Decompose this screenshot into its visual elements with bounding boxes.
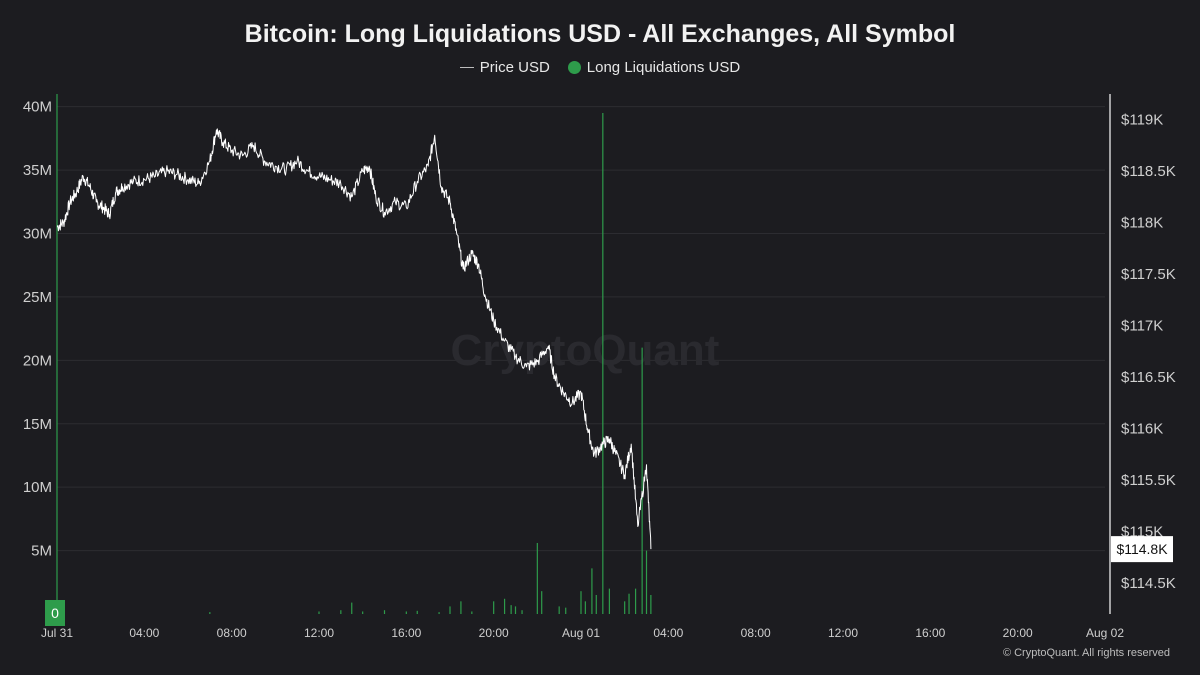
y-left-tick-label: 15M bbox=[23, 416, 52, 433]
chart-title: Bitcoin: Long Liquidations USD - All Exc… bbox=[244, 20, 956, 48]
y-left-tick-label: 5M bbox=[31, 543, 52, 560]
x-tick-label: 20:00 bbox=[1003, 626, 1033, 640]
current-price-box bbox=[1111, 536, 1173, 563]
x-tick-label: Aug 01 bbox=[562, 626, 600, 640]
legend-label-liquidations: Long Liquidations USD bbox=[586, 59, 741, 76]
y-right-tick-label: $119K bbox=[1121, 112, 1163, 129]
x-tick-label: 04:00 bbox=[129, 626, 159, 640]
x-tick-label: 12:00 bbox=[828, 626, 858, 640]
watermark: CryptoQuant bbox=[451, 326, 720, 375]
y-right-tick-label: $114.5K bbox=[1121, 575, 1176, 592]
y-left-tick-label: 10M bbox=[23, 479, 52, 496]
current-liq-box bbox=[45, 600, 65, 626]
legend: Price USD Long Liquidations USD bbox=[0, 59, 1200, 76]
legend-label-price: Price USD bbox=[479, 59, 550, 76]
y-right-tick-label: $116K bbox=[1121, 421, 1163, 438]
y-right-tick-label: $115.5K bbox=[1121, 472, 1176, 489]
x-tick-label: 04:00 bbox=[653, 626, 683, 640]
y-right-tick-label: $118.5K bbox=[1121, 163, 1176, 180]
current-liq-label: 0 bbox=[51, 605, 59, 621]
y-right-tick-label: $117.5K bbox=[1121, 266, 1176, 283]
y-right-tick-label: $116.5K bbox=[1121, 369, 1176, 386]
x-tick-label: 20:00 bbox=[479, 626, 509, 640]
x-tick-label: 08:00 bbox=[741, 626, 771, 640]
x-tick-label: Jul 31 bbox=[41, 626, 73, 640]
y-left-tick-label: 25M bbox=[23, 289, 52, 306]
dot-swatch-icon bbox=[567, 61, 581, 74]
y-right-tick-label: $117K bbox=[1121, 318, 1163, 335]
y-left-tick-label: 30M bbox=[23, 226, 52, 243]
x-tick-label: 16:00 bbox=[915, 626, 945, 640]
x-tick-label: 08:00 bbox=[217, 626, 247, 640]
legend-item-price[interactable]: Price USD bbox=[459, 59, 550, 76]
price-line bbox=[56, 128, 652, 550]
y-left-tick-label: 40M bbox=[23, 99, 52, 116]
y-left-tick-label: 20M bbox=[23, 352, 52, 369]
copyright-footer: © CryptoQuant. All rights reserved bbox=[1002, 647, 1170, 659]
y-left-tick-label: 35M bbox=[23, 162, 52, 179]
y-right-tick-label: $118K bbox=[1121, 215, 1163, 232]
current-price-label: $114.8K bbox=[1116, 541, 1168, 557]
line-swatch-icon bbox=[459, 67, 474, 68]
x-tick-label: 16:00 bbox=[391, 626, 421, 640]
x-tick-label: Aug 02 bbox=[1086, 626, 1124, 640]
legend-item-liquidations[interactable]: Long Liquidations USD bbox=[567, 59, 741, 76]
x-tick-label: 12:00 bbox=[304, 626, 334, 640]
